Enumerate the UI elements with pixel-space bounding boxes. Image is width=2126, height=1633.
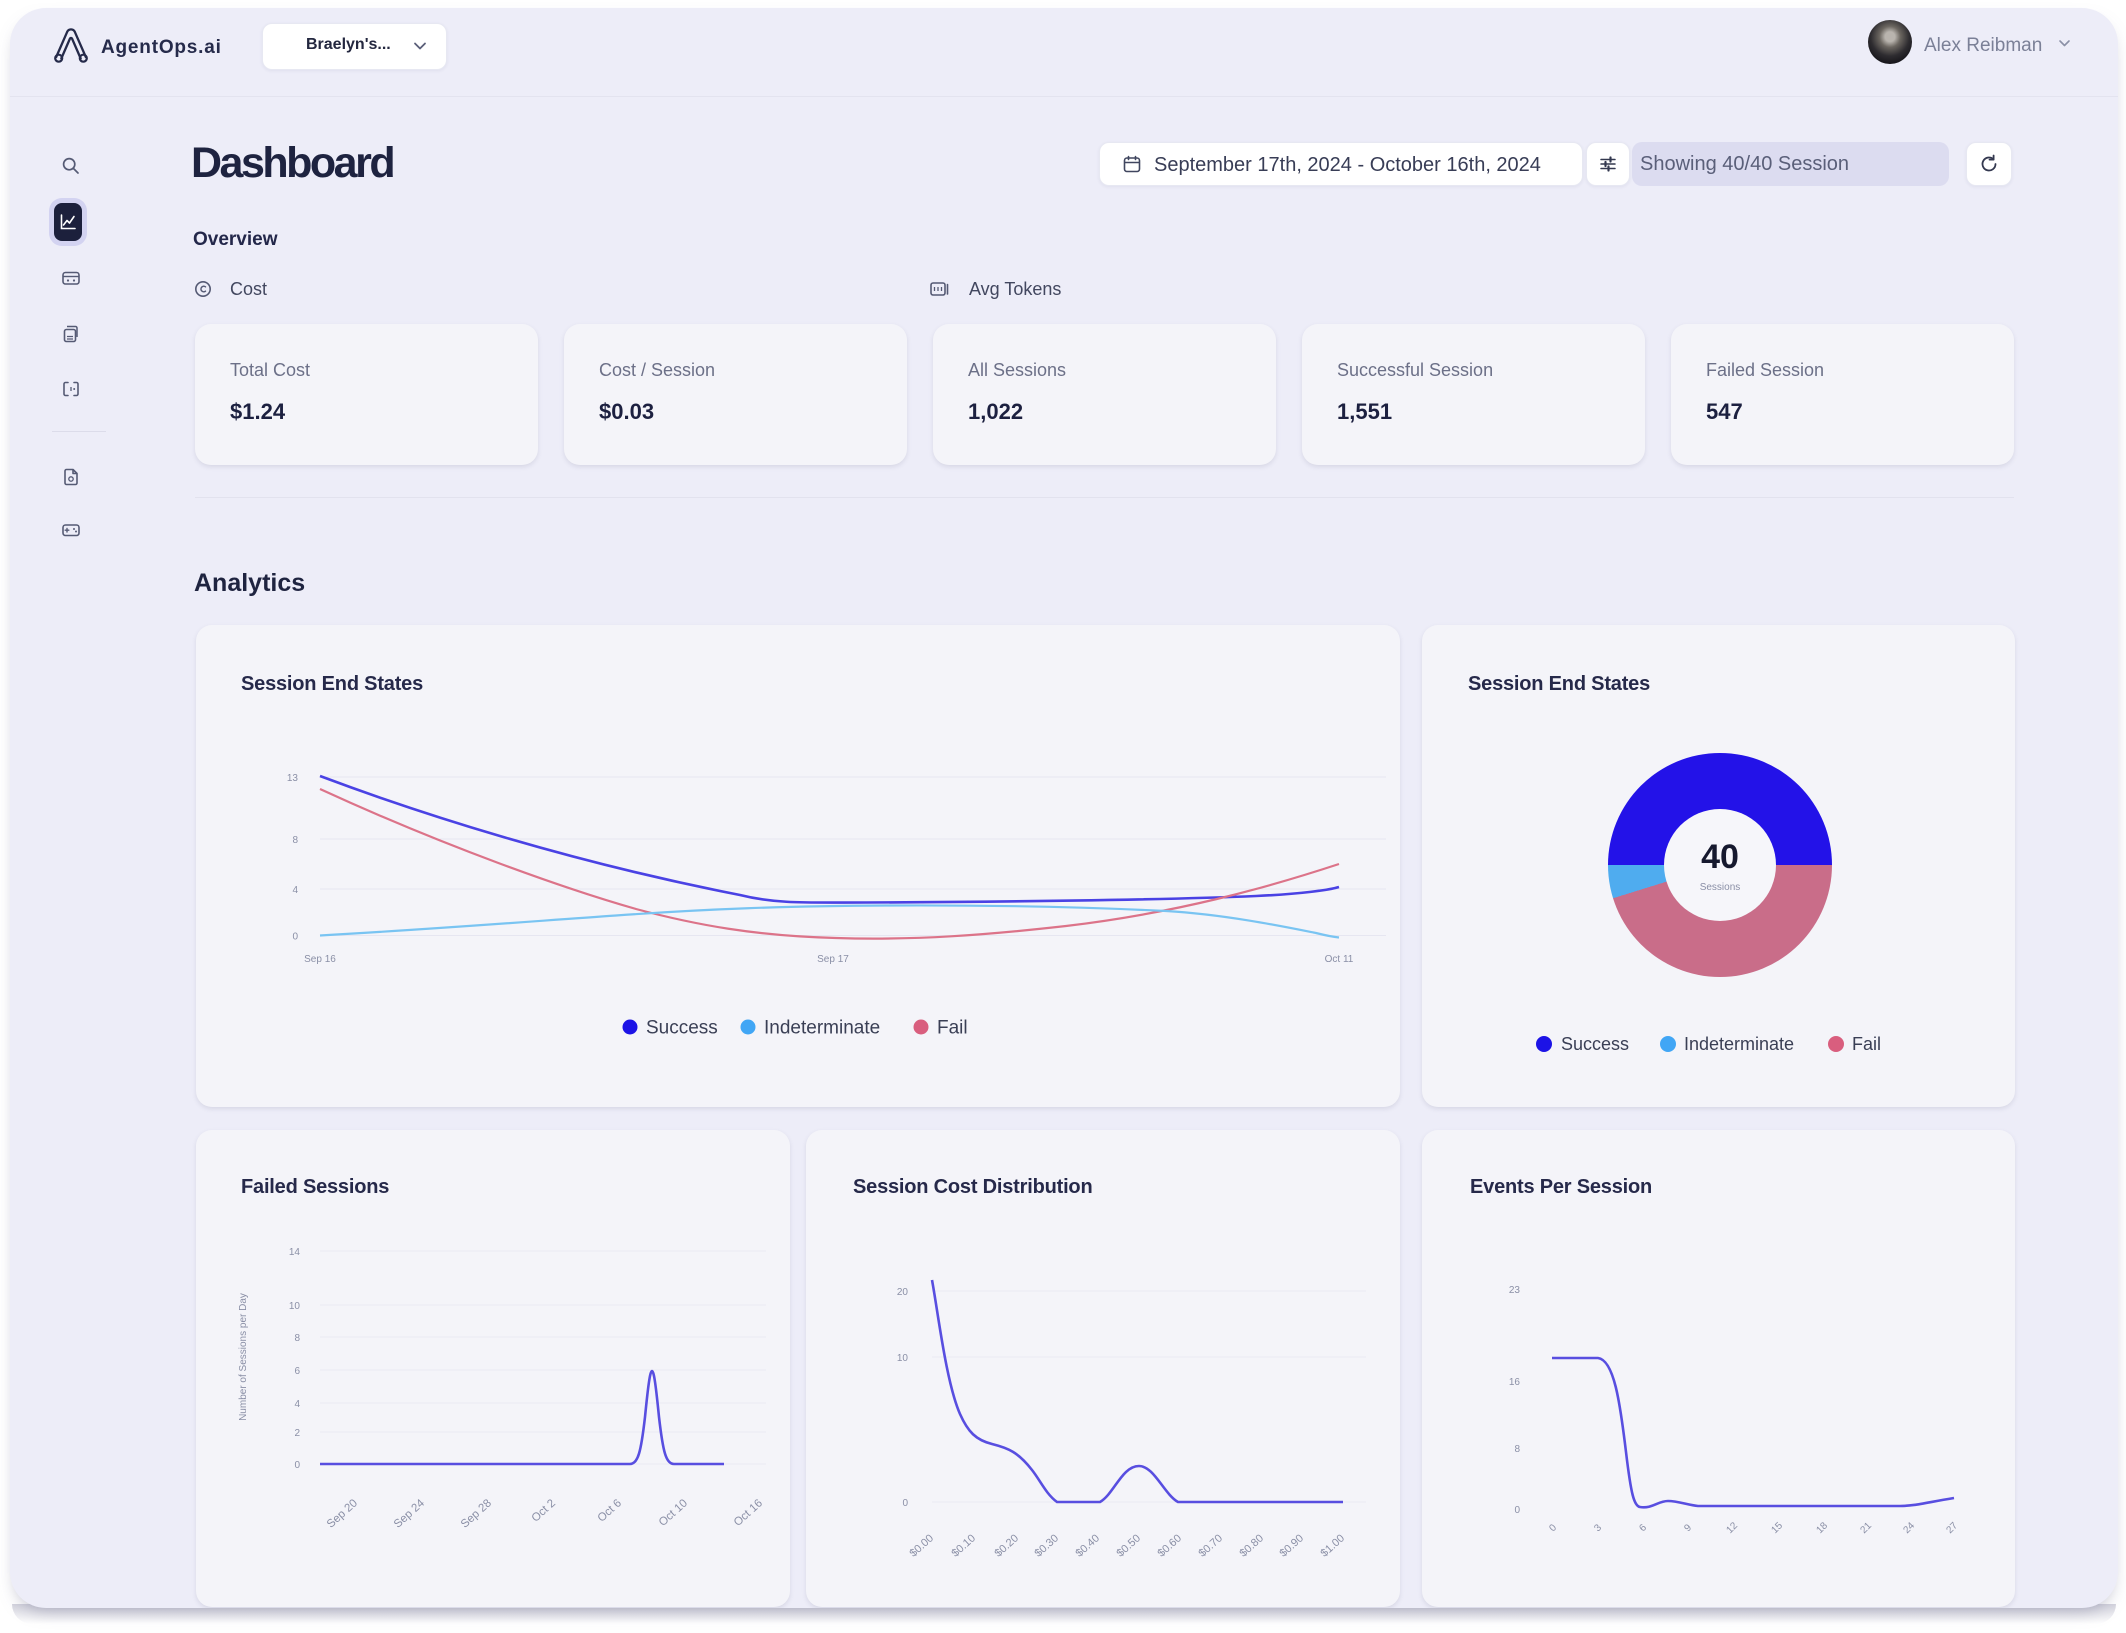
svg-text:Oct 6: Oct 6 <box>596 1497 624 1524</box>
svg-text:20: 20 <box>897 1287 909 1298</box>
svg-text:Oct 2: Oct 2 <box>530 1497 558 1524</box>
svg-text:0: 0 <box>1547 1522 1559 1534</box>
svg-text:8: 8 <box>1514 1444 1520 1455</box>
svg-text:Sep 17: Sep 17 <box>817 954 849 965</box>
svg-text:$0.50: $0.50 <box>1115 1532 1143 1559</box>
svg-text:Number of Sessions per Day: Number of Sessions per Day <box>238 1293 249 1421</box>
svg-text:Sep 16: Sep 16 <box>304 954 336 965</box>
svg-text:21: 21 <box>1858 1520 1874 1536</box>
svg-text:4: 4 <box>294 1399 300 1410</box>
svg-text:0: 0 <box>292 932 298 943</box>
svg-text:10: 10 <box>289 1301 301 1312</box>
svg-text:27: 27 <box>1944 1520 1960 1536</box>
svg-text:$0.40: $0.40 <box>1074 1532 1102 1559</box>
svg-text:$0.00: $0.00 <box>908 1532 936 1559</box>
svg-text:$0.80: $0.80 <box>1238 1532 1266 1559</box>
svg-text:Indeterminate: Indeterminate <box>764 1018 880 1039</box>
svg-text:4: 4 <box>292 885 298 896</box>
svg-text:15: 15 <box>1769 1520 1785 1536</box>
svg-text:Oct 11: Oct 11 <box>1325 954 1354 965</box>
svg-text:8: 8 <box>294 1333 300 1344</box>
svg-text:Oct 10: Oct 10 <box>657 1497 690 1529</box>
svg-text:$0.70: $0.70 <box>1197 1532 1225 1559</box>
svg-text:Indeterminate: Indeterminate <box>1684 1034 1794 1054</box>
svg-text:Sep 24: Sep 24 <box>392 1497 428 1531</box>
svg-text:$0.30: $0.30 <box>1033 1532 1061 1559</box>
svg-text:Oct 16: Oct 16 <box>732 1497 765 1529</box>
svg-text:Fail: Fail <box>1852 1034 1881 1054</box>
svg-text:0: 0 <box>902 1498 908 1509</box>
svg-text:0: 0 <box>1514 1505 1520 1516</box>
svg-text:$0.60: $0.60 <box>1156 1532 1184 1559</box>
svg-text:Sep 28: Sep 28 <box>459 1497 494 1530</box>
svg-text:Sep 20: Sep 20 <box>325 1497 360 1530</box>
svg-text:6: 6 <box>294 1366 300 1377</box>
svg-text:18: 18 <box>1814 1520 1830 1536</box>
svg-text:23: 23 <box>1509 1285 1521 1296</box>
svg-text:$0.90: $0.90 <box>1278 1532 1306 1559</box>
svg-text:13: 13 <box>287 773 299 784</box>
svg-text:$0.10: $0.10 <box>950 1532 978 1559</box>
svg-text:9: 9 <box>1682 1522 1694 1534</box>
svg-text:Fail: Fail <box>937 1018 968 1039</box>
svg-text:10: 10 <box>897 1353 909 1364</box>
svg-text:Success: Success <box>1561 1034 1629 1054</box>
svg-text:14: 14 <box>289 1247 301 1258</box>
svg-text:2: 2 <box>294 1428 300 1439</box>
svg-text:6: 6 <box>1637 1522 1649 1534</box>
svg-text:24: 24 <box>1901 1520 1917 1536</box>
svg-text:$0.20: $0.20 <box>993 1532 1021 1559</box>
svg-text:3: 3 <box>1592 1522 1604 1534</box>
svg-text:0: 0 <box>294 1460 300 1471</box>
svg-text:12: 12 <box>1724 1520 1740 1536</box>
svg-text:Success: Success <box>646 1018 718 1039</box>
svg-text:$1.00: $1.00 <box>1319 1532 1347 1559</box>
svg-text:8: 8 <box>292 835 298 846</box>
svg-text:16: 16 <box>1509 1377 1521 1388</box>
